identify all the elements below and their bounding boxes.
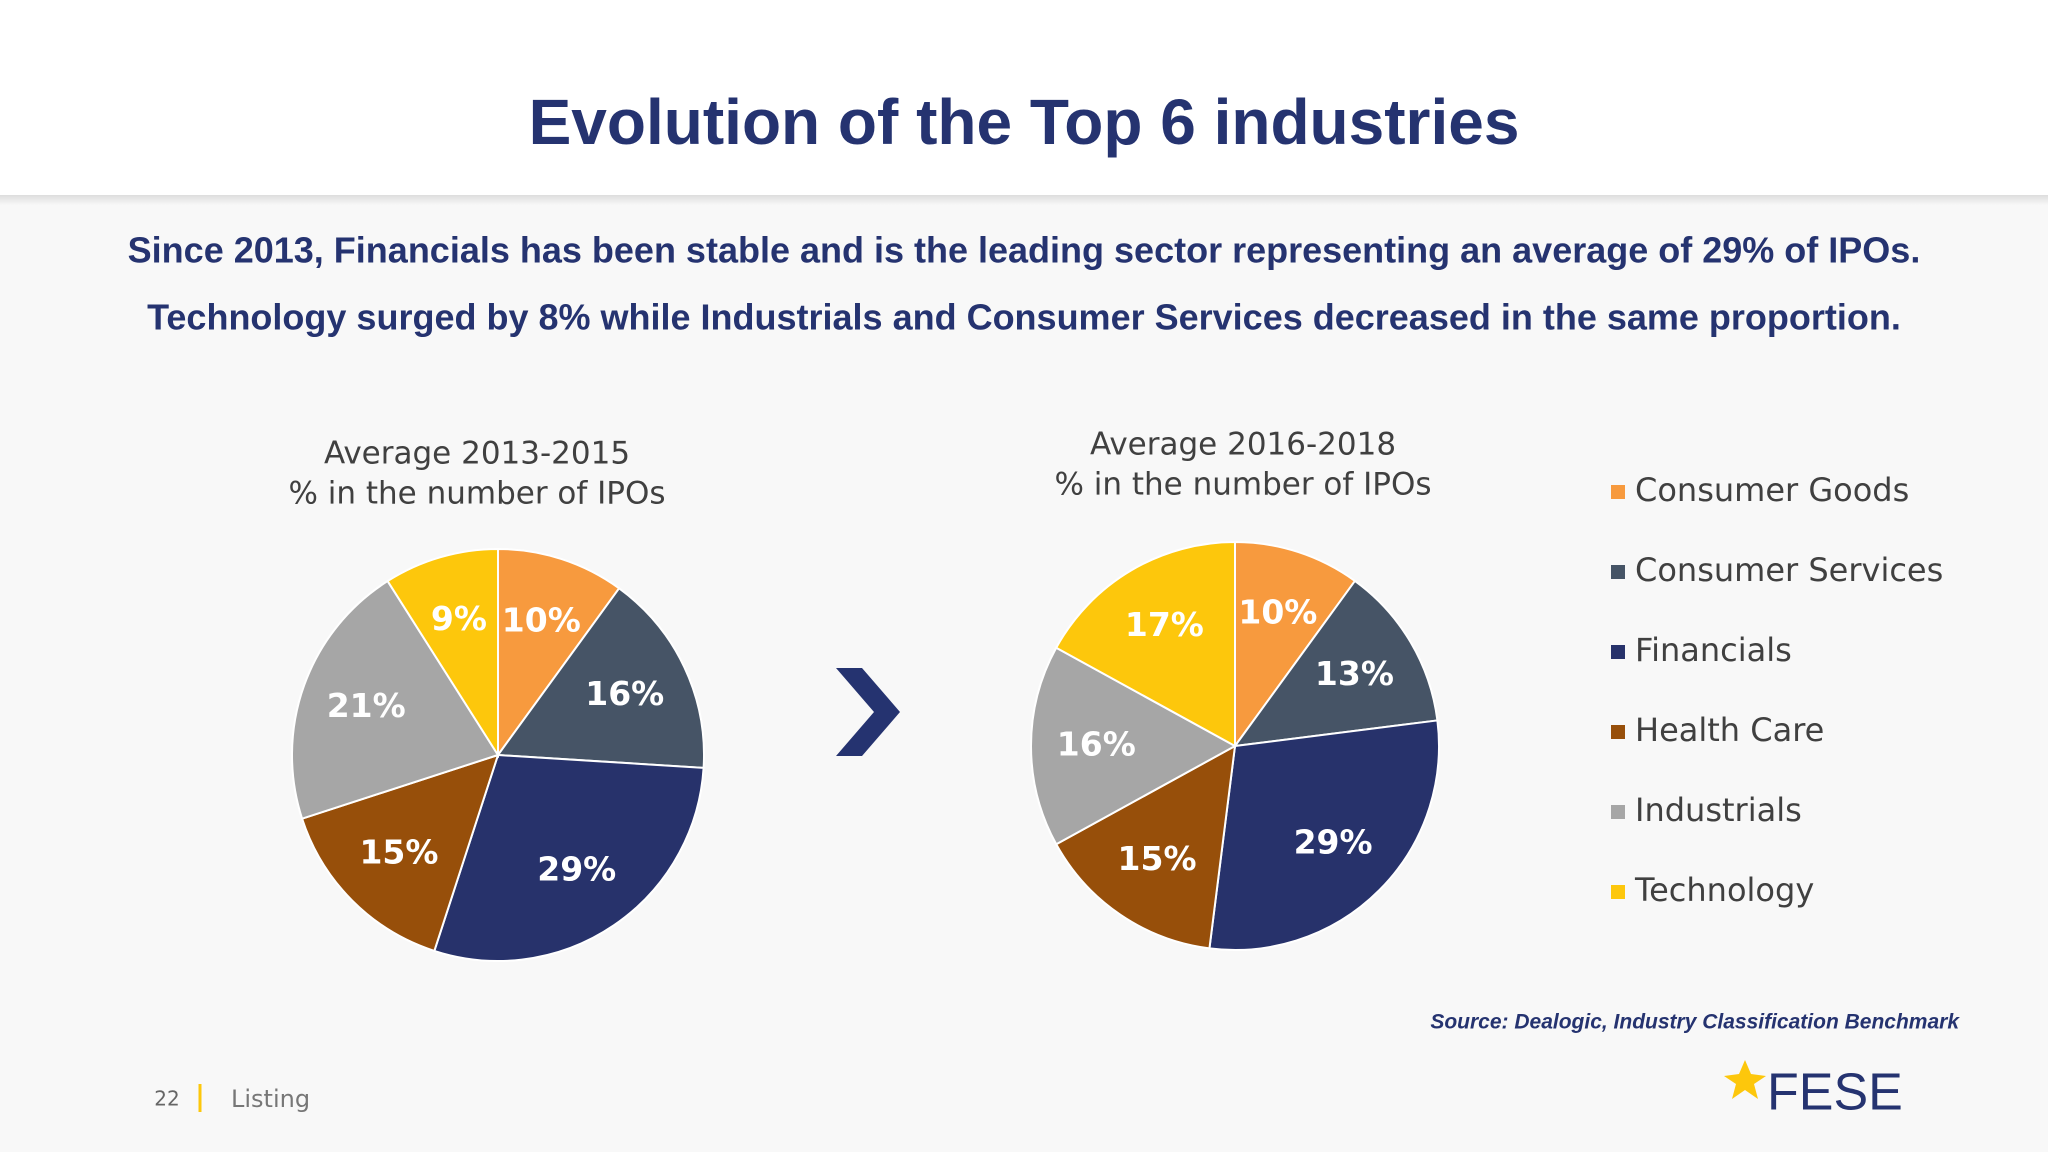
slide-title: Evolution of the Top 6 industries [529,86,1520,158]
pie-slice [496,586,705,769]
slice-label: 29% [1294,823,1373,862]
pie-slice [300,753,500,953]
pie-slice [291,579,500,820]
slice-label: 9% [431,599,487,638]
legend-swatch [1611,565,1625,579]
legend-label: Consumer Services [1635,551,1943,589]
pie-slice [1054,744,1237,950]
chart-title: Average 2016-2018 [1090,427,1396,463]
slice-label: 13% [1315,654,1394,693]
slice-label: 15% [1118,839,1197,878]
slice-label: 10% [1238,593,1317,632]
pie-slice [1232,579,1439,748]
logo: FESE [1767,1064,1903,1122]
subtitle-line: Technology surged by 8% while Industrial… [147,297,1901,338]
section: Listing [231,1085,310,1113]
logo-star [1724,1060,1766,1099]
chart-title: Average 2013-2015 [324,436,630,472]
legend-label: Industrials [1635,791,1802,829]
slice-label: 15% [359,833,438,872]
slice-label: 16% [585,674,664,713]
legend-swatch [1611,885,1625,899]
pie-slice [1054,540,1236,748]
chart-subtitle: % in the number of IPOs [288,476,665,512]
header-shadow [0,195,2048,205]
legend-swatch [1611,485,1625,499]
slice-label: 17% [1125,605,1204,644]
legend-swatch [1611,805,1625,819]
source: Source: Dealogic, Industry Classificatio… [1430,1011,1960,1034]
pie-slice [1029,646,1238,846]
pie-slice [386,547,499,759]
subtitle-line: Since 2013, Financials has been stable a… [128,230,1921,271]
arrow [836,668,900,756]
legend-label: Health Care [1635,711,1824,749]
pie-slice [1208,719,1440,951]
slice-label: 21% [327,686,406,725]
page-number: 22 [154,1087,179,1111]
pie-slice [433,753,705,962]
slice-label: 29% [537,849,616,888]
legend-label: Technology [1634,871,1814,909]
pie-slice [1234,540,1357,750]
legend-swatch [1611,645,1625,659]
header-band [0,0,2048,195]
legend-label: Consumer Goods [1635,471,1909,509]
slice-label: 16% [1057,725,1136,764]
legend-label: Financials [1635,631,1792,669]
pie-slice [497,547,621,759]
slice-label: 10% [502,600,581,639]
legend-swatch [1611,725,1625,739]
chart-subtitle: % in the number of IPOs [1054,467,1431,503]
